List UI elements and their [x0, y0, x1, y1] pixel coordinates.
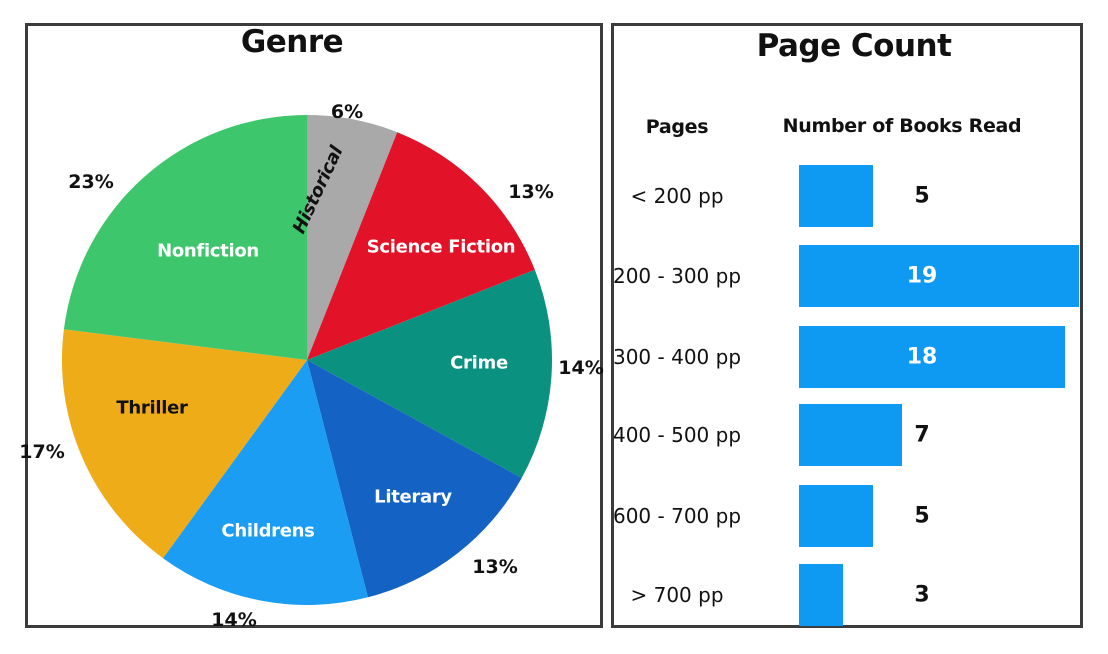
pie-slice-literary	[307, 360, 522, 598]
pie-percent-label-crime: 14%	[558, 357, 604, 379]
bar-chart-rows: < 200 pp 5 200 - 300 pp 19 300 - 400 pp 18 400…	[612, 26, 1080, 626]
bar--700-pp	[799, 564, 843, 626]
bar-400-500-pp	[799, 404, 902, 466]
bar-value-label-300-400-pp: 18	[906, 344, 938, 370]
pie-percent-label-science-fiction: 13%	[508, 181, 554, 203]
genre-chart-panel: Genre Historical 6% Science Fiction 13% Crim…	[19, 23, 604, 631]
bar-value-label-400-500-pp: 7	[914, 422, 930, 448]
bar-value-label-200-300-pp: 19	[906, 263, 938, 289]
bar-category-label-200-300-pp: 200 - 300 pp	[612, 264, 742, 288]
pie-labels-layer: Historical 6% Science Fiction 13% Crime 14% Li…	[19, 26, 604, 631]
bar-category-label-600-700-pp: 600 - 700 pp	[612, 504, 742, 528]
pie-slice-nonfiction	[63, 114, 308, 360]
pie-slice-science-fiction	[307, 132, 535, 360]
books-read-column-header: Number of Books Read	[782, 115, 1022, 137]
pie-slice-label-thriller: Thriller	[116, 397, 188, 419]
pie-slice-crime	[307, 269, 553, 478]
pages-column-header: Pages	[645, 116, 709, 138]
pie-percent-label-nonfiction: 23%	[68, 171, 114, 193]
bar-value-label--700-pp: 3	[914, 582, 930, 608]
genre-chart-title: Genre	[240, 24, 344, 60]
bar-category-label--700-pp: > 700 pp	[630, 583, 724, 607]
pie-slice-label-childrens: Childrens	[221, 520, 315, 542]
pie-slice-label-nonfiction: Nonfiction	[157, 240, 259, 262]
pie-percent-label-literary: 13%	[472, 556, 518, 578]
pie-slice-historical	[307, 115, 398, 360]
bar-category-label-300-400-pp: 300 - 400 pp	[612, 345, 742, 369]
bar-600-700-pp	[799, 485, 873, 547]
pie-slice-label-science-fiction: Science Fiction	[366, 236, 516, 258]
pie-percent-label-historical: 6%	[330, 101, 364, 123]
pie-percent-label-thriller: 17%	[19, 441, 65, 463]
bar-value-label-600-700-pp: 5	[914, 503, 930, 529]
bar--200-pp	[799, 165, 873, 227]
bar-300-400-pp	[799, 326, 1065, 388]
page-count-chart-panel: Page Count Pages Number of Books Read < …	[611, 23, 1083, 628]
bar-200-300-pp	[799, 245, 1079, 307]
bar-value-label--200-pp: 5	[914, 183, 930, 209]
pie-slice-childrens	[163, 360, 368, 605]
pie-slice-label-historical: Historical	[288, 142, 348, 238]
pie-slice-label-crime: Crime	[450, 352, 508, 374]
page-count-chart-title: Page Count	[756, 28, 952, 64]
pie-slice-label-literary: Literary	[374, 486, 452, 508]
genre-pie-chart	[61, 114, 553, 605]
bar-category-label--200-pp: < 200 pp	[630, 184, 724, 208]
bar-category-label-400-500-pp: 400 - 500 pp	[612, 423, 742, 447]
pie-slice-thriller	[61, 329, 308, 559]
pie-percent-label-childrens: 14%	[211, 609, 257, 631]
